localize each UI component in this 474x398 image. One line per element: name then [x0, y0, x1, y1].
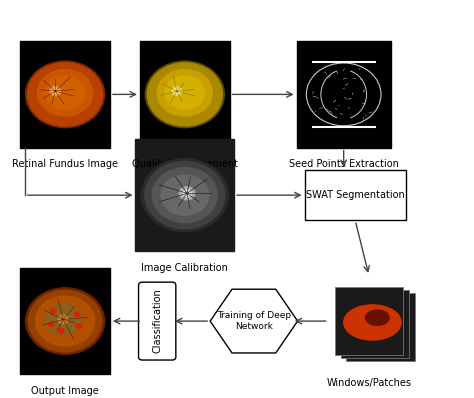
Circle shape — [36, 296, 95, 346]
Circle shape — [26, 61, 105, 128]
Circle shape — [27, 63, 103, 126]
Circle shape — [52, 88, 59, 94]
Bar — [136, 139, 234, 251]
Circle shape — [165, 76, 205, 109]
Bar — [335, 287, 403, 355]
Circle shape — [147, 63, 222, 126]
Text: Classification: Classification — [152, 289, 162, 353]
Bar — [20, 41, 110, 148]
FancyBboxPatch shape — [304, 170, 406, 220]
Circle shape — [146, 61, 224, 128]
Circle shape — [58, 329, 64, 334]
Circle shape — [37, 70, 93, 116]
Circle shape — [174, 88, 180, 94]
Text: Training of Deep
Network: Training of Deep Network — [217, 311, 291, 331]
Circle shape — [152, 168, 218, 222]
Bar — [346, 293, 415, 361]
FancyBboxPatch shape — [138, 282, 176, 360]
Text: Seed Points Extraction: Seed Points Extraction — [289, 159, 399, 169]
Circle shape — [48, 322, 54, 327]
Circle shape — [46, 304, 81, 334]
Circle shape — [141, 158, 228, 232]
Bar — [20, 268, 110, 375]
Bar — [341, 290, 410, 358]
Circle shape — [179, 187, 195, 200]
Circle shape — [46, 76, 85, 109]
Circle shape — [74, 312, 80, 317]
Text: Retinal Fundus Image: Retinal Fundus Image — [12, 159, 118, 169]
Circle shape — [182, 190, 191, 197]
Text: Windows/Patches: Windows/Patches — [327, 378, 411, 388]
Circle shape — [157, 70, 212, 116]
Circle shape — [58, 315, 68, 324]
Ellipse shape — [365, 310, 389, 326]
Text: Image Calibration: Image Calibration — [141, 263, 228, 273]
Text: Output Image: Output Image — [31, 386, 99, 396]
Circle shape — [28, 290, 102, 352]
Circle shape — [76, 324, 82, 328]
Circle shape — [172, 87, 182, 96]
Text: Quality Enhancement: Quality Enhancement — [132, 159, 238, 169]
Text: SWAT Segmentation: SWAT Segmentation — [306, 190, 405, 200]
Bar — [297, 41, 391, 148]
Bar — [140, 41, 230, 148]
Circle shape — [161, 175, 209, 215]
Ellipse shape — [344, 305, 401, 340]
Circle shape — [26, 288, 105, 354]
Circle shape — [50, 309, 56, 314]
Circle shape — [50, 86, 61, 96]
Circle shape — [145, 162, 225, 229]
